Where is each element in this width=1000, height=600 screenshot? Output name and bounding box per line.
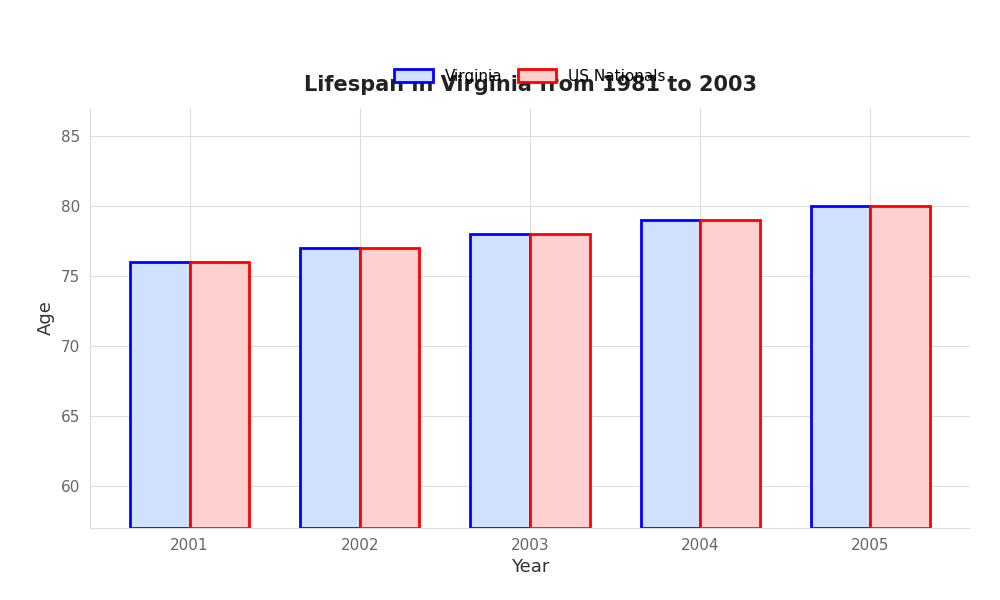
Bar	[641, 220, 700, 528]
Title: Lifespan in Virginia from 1981 to 2003: Lifespan in Virginia from 1981 to 2003	[304, 76, 757, 95]
Bar	[300, 248, 360, 528]
Bar	[811, 206, 870, 528]
Bar	[130, 262, 190, 528]
Y-axis label: Age: Age	[37, 301, 55, 335]
Bar	[190, 262, 249, 528]
Bar	[470, 234, 530, 528]
Bar	[360, 248, 419, 528]
Bar	[530, 234, 590, 528]
Bar	[700, 220, 760, 528]
Bar	[870, 206, 930, 528]
Legend: Virginia, US Nationals: Virginia, US Nationals	[387, 61, 673, 91]
X-axis label: Year: Year	[511, 558, 549, 576]
